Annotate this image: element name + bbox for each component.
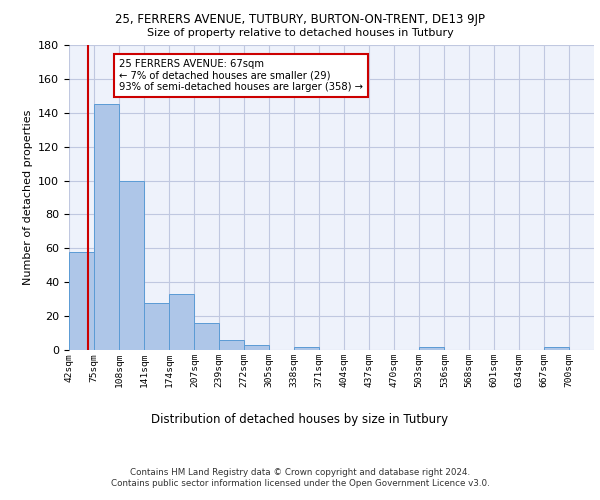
Bar (144, 302, 169, 350)
Text: 25, FERRERS AVENUE, TUTBURY, BURTON-ON-TRENT, DE13 9JP: 25, FERRERS AVENUE, TUTBURY, BURTON-ON-T… (115, 12, 485, 26)
Y-axis label: Number of detached properties: Number of detached properties (23, 110, 32, 285)
Text: Distribution of detached houses by size in Tutbury: Distribution of detached houses by size … (151, 412, 449, 426)
Text: Size of property relative to detached houses in Tutbury: Size of property relative to detached ho… (146, 28, 454, 38)
Bar (294, 346, 319, 350)
Bar (94, 104, 119, 350)
Bar (194, 323, 218, 350)
Bar (419, 346, 445, 350)
Bar (169, 294, 194, 350)
Bar (218, 340, 244, 350)
Bar (244, 345, 269, 350)
Bar (544, 346, 569, 350)
Bar (119, 180, 144, 350)
Text: Contains HM Land Registry data © Crown copyright and database right 2024.
Contai: Contains HM Land Registry data © Crown c… (110, 468, 490, 487)
Text: 25 FERRERS AVENUE: 67sqm
← 7% of detached houses are smaller (29)
93% of semi-de: 25 FERRERS AVENUE: 67sqm ← 7% of detache… (119, 58, 363, 92)
Bar (69, 252, 94, 350)
